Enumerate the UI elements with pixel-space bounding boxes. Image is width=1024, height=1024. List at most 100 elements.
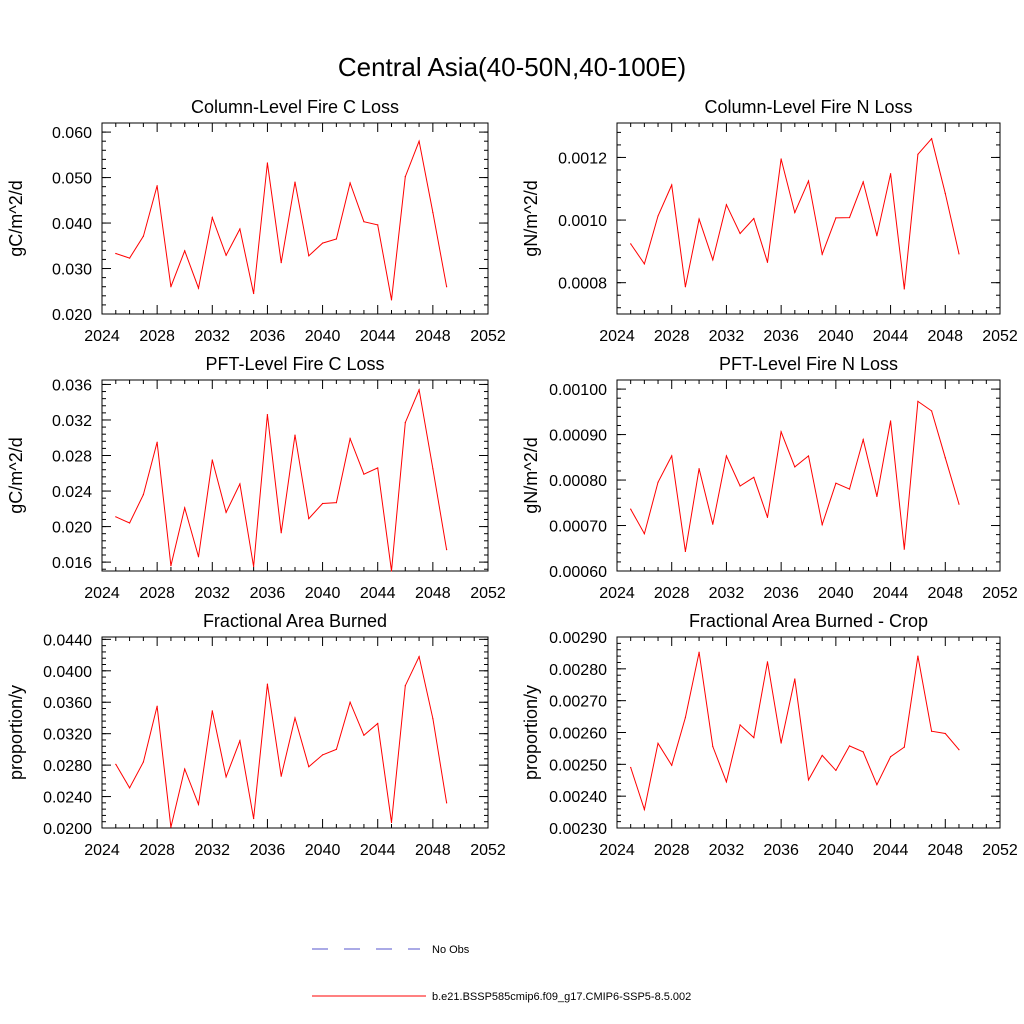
y-tick-label: 0.00230	[549, 821, 607, 838]
data-point	[446, 802, 448, 804]
data-point	[239, 228, 241, 230]
y-axis-label: gN/m^2/d	[521, 180, 541, 256]
x-tick-label: 2048	[927, 328, 963, 345]
data-point	[739, 232, 741, 235]
data-point	[821, 754, 823, 757]
data-point	[807, 455, 810, 457]
data-point	[349, 182, 351, 184]
data-point	[170, 286, 172, 288]
data-point	[917, 153, 919, 155]
y-tick-label: 0.00070	[549, 519, 607, 536]
data-point	[225, 254, 227, 256]
data-point	[418, 656, 420, 658]
data-point	[958, 749, 960, 751]
y-tick-label: 0.050	[52, 171, 92, 188]
data-point	[835, 217, 837, 219]
x-tick-label: 2028	[139, 842, 175, 859]
data-point	[821, 524, 823, 526]
data-point	[657, 481, 659, 483]
data-point	[184, 768, 186, 770]
chart-panel: 2024 2028 2032 2036 2040 2044 2048 2052 0.016 0.0…	[6, 354, 506, 602]
data-point	[725, 455, 728, 457]
y-tick-label: 0.00090	[549, 428, 607, 445]
data-point	[725, 204, 728, 206]
data-point	[712, 523, 714, 525]
data-point	[848, 488, 851, 490]
x-tick-label: 2044	[873, 328, 909, 345]
data-point	[321, 242, 324, 244]
data-point	[671, 455, 673, 457]
legend-label-model: b.e21.BSSP585cmip6.f09_g17.CMIP6-SSP5-8.…	[432, 991, 691, 1003]
data-point	[780, 742, 782, 744]
data-point	[404, 422, 406, 424]
data-point	[794, 678, 796, 680]
legend: No Obs b.e21.BSSP585cmip6.f09_g17.CMIP6-…	[312, 944, 691, 1003]
y-tick-label: 0.00240	[549, 789, 607, 806]
panel-title: Column-Level Fire N Loss	[704, 97, 912, 117]
data-point	[889, 420, 892, 422]
x-tick-label: 2028	[654, 585, 690, 602]
figure-title: Central Asia(40-50N,40-100E)	[338, 52, 686, 82]
data-point	[684, 550, 686, 553]
x-tick-label: 2052	[982, 585, 1018, 602]
data-point	[630, 766, 632, 769]
data-point	[944, 457, 946, 459]
data-point	[739, 485, 741, 487]
series-line	[630, 652, 960, 812]
data-point	[766, 516, 769, 518]
y-axis-label: proportion/y	[6, 685, 26, 780]
data-point	[766, 661, 769, 663]
data-point	[266, 414, 269, 416]
data-point	[889, 173, 892, 175]
x-tick-label: 2032	[709, 585, 745, 602]
y-tick-label: 0.040	[52, 216, 92, 233]
data-point	[239, 483, 241, 485]
data-point	[156, 705, 158, 707]
plot-frame	[101, 122, 489, 315]
data-point	[780, 158, 782, 160]
data-point	[390, 570, 393, 572]
x-tick-label: 2048	[415, 585, 451, 602]
series-line	[630, 400, 960, 552]
data-point	[446, 286, 448, 288]
data-point	[657, 742, 659, 744]
data-point	[794, 466, 796, 468]
data-point	[630, 243, 632, 245]
x-tick-label: 2044	[360, 842, 396, 859]
y-tick-label: 0.0360	[43, 695, 92, 712]
x-tick-label: 2032	[709, 842, 745, 859]
data-point	[684, 716, 686, 719]
y-tick-label: 0.00100	[549, 382, 607, 399]
data-point	[363, 734, 365, 736]
x-tick-label: 2032	[194, 328, 230, 345]
y-tick-label: 0.0400	[43, 664, 92, 681]
y-tick-label: 0.030	[52, 262, 92, 279]
data-point	[712, 745, 714, 748]
x-tick-label: 2040	[305, 585, 341, 602]
data-point	[725, 781, 728, 783]
panel-title: Fractional Area Burned - Crop	[689, 611, 928, 631]
plot-frame	[616, 636, 1001, 829]
data-point	[807, 779, 810, 781]
y-tick-label: 0.00250	[549, 757, 607, 774]
data-point	[931, 410, 933, 412]
data-point	[753, 217, 755, 220]
x-tick-label: 2024	[84, 328, 120, 345]
y-tick-label: 0.00280	[549, 662, 607, 679]
y-tick-label: 0.0240	[43, 790, 92, 807]
data-point	[225, 776, 227, 778]
data-point	[170, 826, 172, 828]
legend-label-no-obs: No Obs	[432, 944, 470, 956]
data-point	[889, 756, 892, 758]
data-point	[253, 565, 255, 568]
data-point	[294, 717, 296, 719]
data-point	[266, 162, 269, 164]
data-point	[308, 255, 310, 257]
x-tick-label: 2048	[927, 585, 963, 602]
data-point	[739, 724, 741, 726]
plot-frame	[616, 122, 1001, 315]
y-axis-label: gN/m^2/d	[521, 437, 541, 513]
x-tick-label: 2048	[415, 842, 451, 859]
data-point	[684, 286, 686, 288]
